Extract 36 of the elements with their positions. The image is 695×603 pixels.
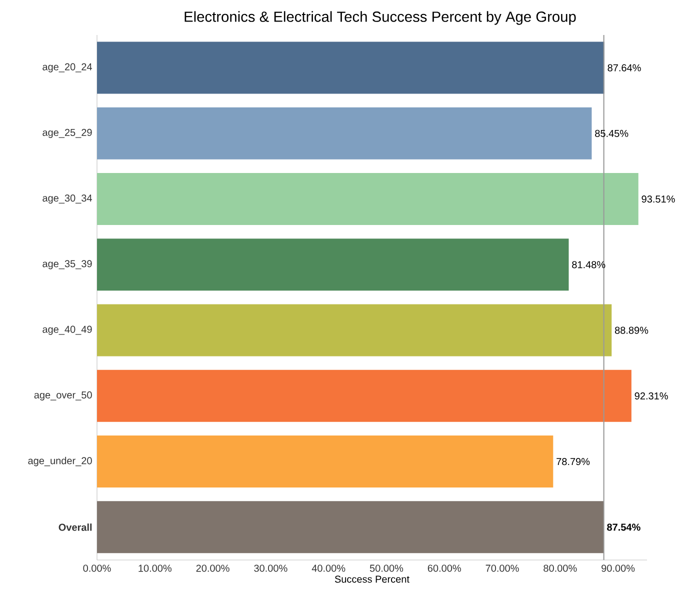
data-label: 93.51%	[642, 196, 675, 203]
bar	[97, 304, 612, 356]
x-tick-label: 10.00%	[138, 564, 172, 572]
x-tick-label: 80.00%	[544, 564, 577, 572]
bar	[97, 436, 554, 488]
x-tick-label: 40.00%	[312, 564, 346, 572]
bar	[97, 173, 638, 226]
data-label: 87.54%	[607, 524, 640, 531]
data-label: 81.48%	[572, 261, 606, 268]
bar	[97, 42, 604, 94]
x-tick-label: 20.00%	[196, 564, 230, 572]
y-tick-label: age_35_39	[42, 260, 92, 270]
x-tick-label: 60.00%	[428, 564, 461, 572]
y-tick-label: Overall	[58, 524, 92, 531]
y-tick-label: age_20_24	[42, 63, 92, 72]
data-label: 87.64%	[608, 64, 641, 72]
y-tick-label: age_over_50	[34, 391, 92, 400]
chart-title: Electronics & Electrical Tech Success Percent by Age Group	[184, 11, 576, 25]
bar	[97, 238, 569, 291]
y-tick-label: age_25_29	[42, 128, 92, 138]
y-tick-label: age_30_34	[42, 194, 92, 204]
data-label: 92.31%	[634, 392, 668, 400]
x-tick-label: 30.00%	[254, 564, 288, 572]
y-tick-label: age_40_49	[42, 326, 92, 335]
data-label: 88.89%	[615, 326, 648, 334]
bar	[97, 370, 632, 422]
y-tick-label: age_under_20	[28, 456, 92, 466]
data-label: 85.45%	[595, 130, 628, 137]
bar	[97, 107, 592, 160]
bar	[97, 501, 604, 554]
x-tick-label: 90.00%	[602, 564, 635, 572]
x-tick-label: 50.00%	[370, 564, 404, 572]
x-tick-label: 70.00%	[486, 564, 519, 572]
data-label: 78.79%	[556, 458, 590, 466]
x-axis-title: Success Percent	[334, 576, 410, 583]
x-tick-label: 0.00%	[83, 564, 111, 572]
